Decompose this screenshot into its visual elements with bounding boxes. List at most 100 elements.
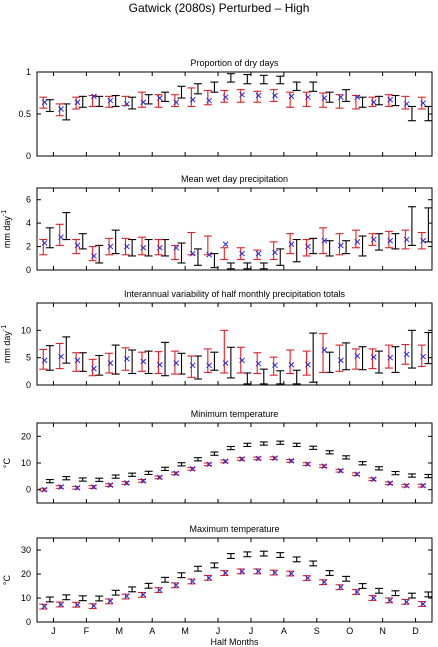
black-errorbar [226,445,235,451]
x-axis-label: Half Months [210,637,259,647]
black-errorbar [259,74,268,85]
black-errorbar [407,329,416,369]
black-errorbar [210,81,219,93]
blue-point-marker [255,455,262,462]
panel-title: Minimum temperature [191,409,279,419]
x-tick-label: M [116,626,124,636]
black-errorbar [391,233,400,250]
black-errorbar [45,478,54,484]
blue-point-marker [156,587,163,593]
black-errorbar [144,350,153,375]
blue-point-marker [272,362,278,369]
black-errorbar [325,450,334,455]
blue-point-marker [222,570,229,576]
y-tick-label: 20 [21,431,31,441]
black-errorbar [111,589,120,596]
blue-point-marker [91,253,97,259]
black-errorbar [161,466,170,472]
red-errorbar [335,344,344,372]
blue-point-marker [239,568,245,575]
black-errorbar [391,346,400,373]
black-errorbar [342,240,351,255]
blue-point-marker [41,240,48,246]
blue-point-marker [206,574,213,581]
blue-point-marker [420,601,426,607]
blue-point-marker [387,96,394,103]
blue-point-marker [107,482,114,488]
blue-point-marker [239,456,245,462]
blue-point-marker [173,360,180,366]
blue-point-marker [222,94,229,101]
blue-point-marker [74,357,81,364]
black-errorbar [358,235,367,257]
y-axis-label-text: mm day [2,331,12,364]
blue-point-marker [321,237,328,244]
blue-point-marker [156,361,163,368]
black-errorbar [210,451,219,456]
blue-point-marker [91,603,97,609]
red-errorbar [203,348,212,373]
blue-point-marker [354,239,361,245]
black-errorbar [128,96,137,110]
red-errorbar [286,233,295,255]
blue-point-marker [337,94,344,101]
blue-point-marker [140,244,147,251]
black-errorbar [78,477,87,482]
red-errorbar [220,329,229,374]
red-errorbar [138,351,147,372]
blue-point-marker [403,482,410,489]
black-errorbar [325,570,334,576]
black-errorbar [342,455,351,460]
blue-point-marker [305,461,311,467]
y-tick-label: 5 [26,353,31,363]
y-axis-label-exponent: -1 [1,210,8,216]
black-errorbar [375,95,384,106]
black-errorbar [144,582,153,589]
blue-point-marker [354,94,361,101]
panel-title: Mean wet day precipitation [181,174,288,184]
black-errorbar [111,229,120,255]
black-errorbar [62,476,71,481]
blue-point-marker [58,106,64,112]
black-errorbar [292,442,301,448]
panel-5: Maximum temperature 0 10 20 30 °C J F M A M J J A S O N D… [2,524,433,647]
red-errorbar [55,342,64,370]
black-errorbar [292,369,301,385]
red-errorbar [39,96,48,109]
y-tick-label: 0 [26,485,31,495]
black-errorbar [111,344,120,375]
blue-point-marker [206,251,213,258]
black-errorbar [177,85,186,99]
y-tick-label: 2 [26,242,31,252]
blue-point-marker [74,242,81,249]
blue-point-marker [124,243,130,250]
x-tick-label: S [314,626,320,636]
blue-point-marker [321,463,328,470]
black-errorbar [259,262,268,270]
blue-point-marker [173,99,180,106]
x-tick-label: J [249,626,254,636]
blue-point-marker [420,237,426,244]
black-errorbar [177,242,186,264]
figure-title: Gatwick (2080s) Perturbed – High [129,1,310,15]
blue-point-marker [288,458,295,464]
black-errorbar [309,445,318,450]
blue-point-marker [403,351,410,358]
blue-point-marker [156,474,163,481]
blue-point-marker [321,347,328,353]
black-errorbar [259,368,268,385]
blue-point-marker [189,466,196,472]
red-errorbar [417,231,426,250]
red-errorbar [55,223,64,246]
blue-point-marker [354,353,361,359]
red-errorbar [236,346,245,374]
black-errorbar [276,75,285,85]
blue-point-marker [206,461,213,468]
black-errorbar [45,99,54,113]
blue-point-marker [337,467,344,474]
plot-frame [36,537,433,623]
blue-point-marker [58,484,64,490]
y-tick-label: 20 [21,569,31,579]
blue-point-marker [288,241,295,248]
